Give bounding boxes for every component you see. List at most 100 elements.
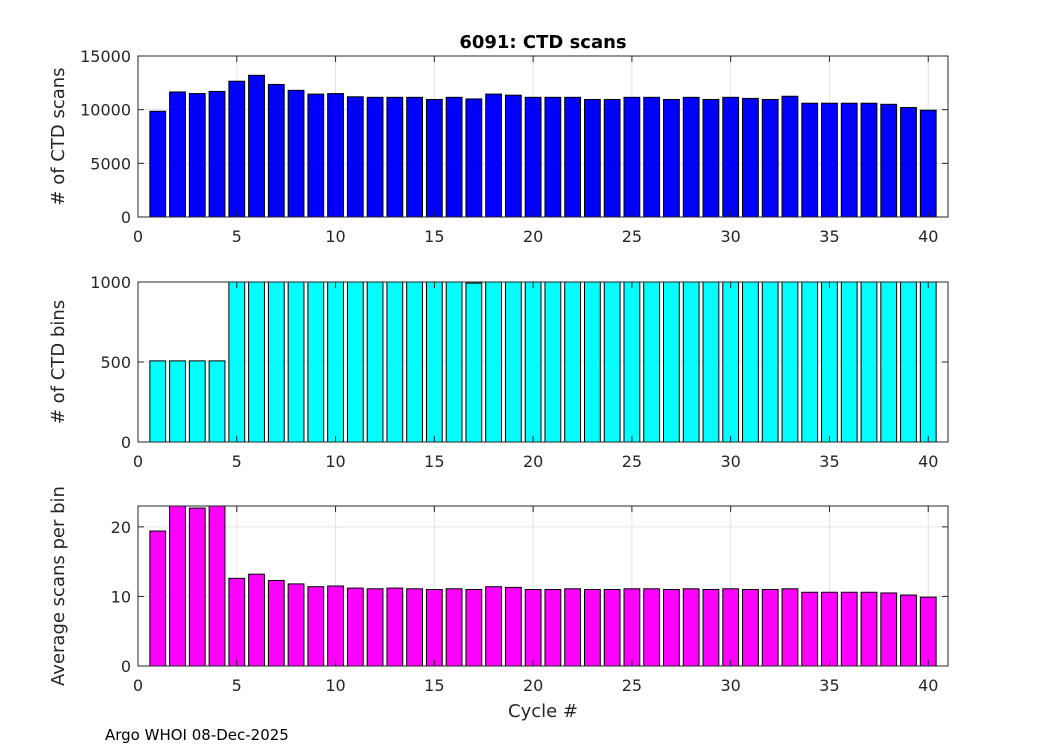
bar-cycle-19 [504,281,522,443]
bar-cycle-10 [327,585,344,667]
bar-cycle-12 [366,96,384,218]
bar-cycle-30 [722,281,740,443]
bar-cycle-27 [663,98,680,218]
bar-cycle-23 [583,588,601,667]
bar-cycle-7 [267,579,285,667]
x-tick-label: 35 [819,452,839,471]
bar-cycle-31 [742,281,759,443]
bar-cycle-27 [663,588,680,667]
chart-title: 6091: CTD scans [459,32,626,53]
bar-cycle-24 [603,98,621,218]
x-tick-label: 25 [622,452,642,471]
x-tick-label: 15 [424,227,444,246]
x-tick-label: 20 [523,452,543,471]
x-tick-label: 0 [133,676,143,695]
x-tick-label: 30 [721,676,741,695]
bar-cycle-39 [900,107,917,218]
bar-cycle-37 [860,591,878,667]
y-tick-label: 5000 [90,154,131,173]
chart-panel-1: 0 5 10 15 20 25 30 35 40 0 5000 10000 15000 # of CTD … [48,32,949,246]
bar-cycle-29 [702,588,720,667]
x-axis-label: Cycle # [508,701,578,722]
bar-cycle-6 [248,74,265,218]
x-tick-label: 40 [918,227,938,246]
x-tick-label: 20 [523,227,543,246]
bar-cycle-35 [821,281,838,443]
bar-cycle-34 [801,591,819,667]
bar-cycle-36 [840,102,858,218]
bar-cycle-9 [307,586,325,667]
bar-cycle-5 [228,80,246,218]
bar-cycle-10 [327,93,344,218]
bar-cycle-40 [919,281,937,443]
footer-credit: Argo WHOI 08-Dec-2025 [105,726,289,744]
bar-cycle-18 [485,586,503,667]
bar-cycle-12 [366,588,384,667]
y-axis-label: # of CTD scans [48,67,69,205]
bar-cycle-1 [149,360,167,443]
chart-panel-2: 0 5 10 15 20 25 30 35 40 0 500 1000 # of CTD bins [48,273,949,471]
bar-cycle-30 [722,588,740,667]
chart-panel-3: 0 5 10 15 20 25 30 35 40 0 10 20 Average scans per b… [48,486,949,722]
bar-cycle-18 [485,93,503,218]
bar-cycle-15 [425,281,443,443]
bar-cycle-25 [623,96,641,218]
bar-cycle-29 [702,98,720,218]
bar-cycle-5 [228,281,246,443]
bar-cycle-10 [327,281,344,443]
bar-cycle-16 [445,281,463,443]
bar-cycle-26 [643,281,661,443]
bar-cycle-26 [643,96,661,218]
x-tick-label: 35 [819,676,839,695]
bar-cycle-33 [781,588,799,667]
x-tick-label: 10 [325,676,345,695]
x-tick-label: 5 [232,676,242,695]
y-tick-label: 10 [111,587,131,606]
bar-cycle-37 [860,281,878,443]
bar-cycle-33 [781,95,799,218]
bar-cycle-2 [169,360,186,443]
bar-cycle-20 [524,588,542,667]
bar-cycle-6 [248,573,265,667]
bar-cycle-36 [840,591,858,667]
bar-cycle-15 [425,98,443,218]
bar-cycle-11 [346,281,364,443]
bar-cycle-32 [761,98,779,218]
bar-cycle-21 [544,588,562,667]
bar-cycle-40 [919,596,937,667]
x-tick-label: 10 [325,227,345,246]
x-tick-label: 25 [622,676,642,695]
bar-cycle-14 [406,588,423,667]
bar-cycle-25 [623,588,641,667]
bar-cycle-32 [761,588,779,667]
x-tick-label: 5 [232,452,242,471]
bar-cycle-25 [623,281,641,443]
bar-cycle-14 [406,281,423,443]
bar-cycle-24 [603,588,621,667]
bar-cycle-15 [425,588,443,667]
bar-cycle-16 [445,96,463,218]
bar-cycle-17 [465,98,483,218]
bar-cycle-21 [544,96,562,218]
y-tick-label: 20 [111,518,131,537]
bar-cycle-21 [544,281,562,443]
bar-cycle-6 [248,281,265,443]
x-tick-label: 20 [523,676,543,695]
x-tick-label: 5 [232,227,242,246]
bar-cycle-9 [307,93,325,218]
bar-cycle-2 [169,505,186,667]
bar-cycle-38 [880,103,898,218]
y-tick-label: 15000 [80,47,131,66]
bar-cycle-20 [524,96,542,218]
bar-cycle-7 [267,83,285,218]
bar-cycle-9 [307,281,325,443]
bar-cycle-23 [583,281,601,443]
bar-cycle-38 [880,281,898,443]
bar-cycle-1 [149,530,167,667]
bar-cycle-23 [583,98,601,218]
bar-cycle-30 [722,96,740,218]
bar-cycle-39 [900,281,917,443]
bar-cycle-34 [801,281,819,443]
axes-box [137,55,949,218]
